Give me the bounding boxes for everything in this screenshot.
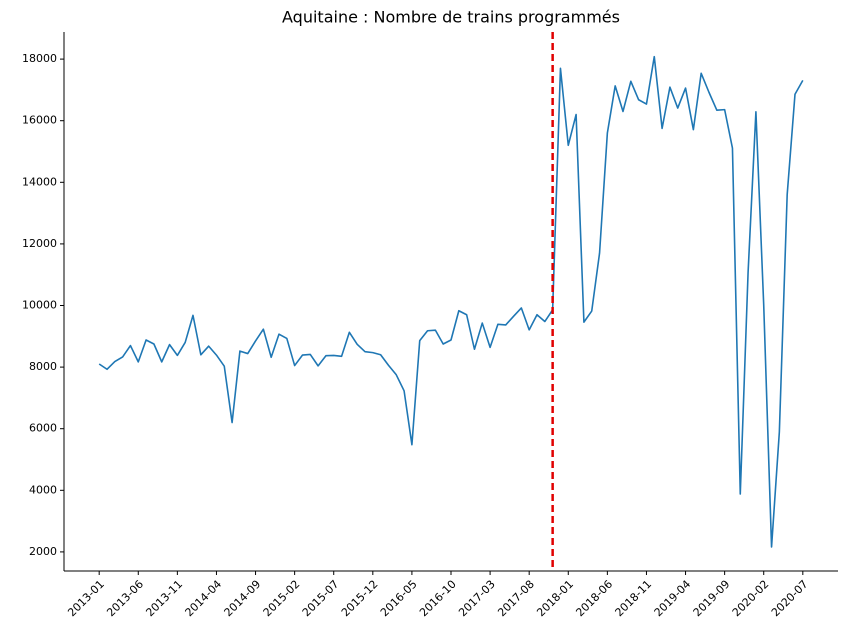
x-tick-label: 2013-11 [143, 578, 185, 620]
y-tick-label: 2000 [29, 545, 57, 558]
y-tick-label: 12000 [22, 237, 57, 250]
x-tick-label: 2015-02 [261, 578, 303, 620]
y-tick-label: 4000 [29, 483, 57, 496]
x-tick-label: 2018-01 [534, 578, 576, 620]
x-tick-label: 2017-03 [456, 578, 498, 620]
x-tick-label: 2013-06 [104, 578, 146, 620]
x-tick-label: 2018-11 [613, 578, 655, 620]
x-tick-label: 2013-01 [65, 578, 107, 620]
x-tick-label: 2020-02 [730, 578, 772, 620]
x-tick-label: 2018-06 [573, 578, 615, 620]
x-tick-label: 2020-07 [769, 578, 811, 620]
y-tick-label: 16000 [22, 114, 57, 127]
data-line [98, 55, 804, 548]
x-tick-label: 2014-09 [222, 578, 264, 620]
x-tick-label: 2016-10 [417, 578, 459, 620]
x-tick-label: 2016-05 [378, 578, 420, 620]
y-tick-label: 14000 [22, 175, 57, 188]
y-tick-label: 10000 [22, 299, 57, 312]
x-tick-label: 2014-04 [183, 578, 225, 620]
y-tick-label: 8000 [29, 360, 57, 373]
chart-title: Aquitaine : Nombre de trains programmés [282, 8, 620, 27]
x-tick-label: 2017-08 [495, 578, 537, 620]
x-tick-label: 2015-12 [339, 578, 381, 620]
y-tick-label: 18000 [22, 52, 57, 65]
x-tick-label: 2019-09 [691, 578, 733, 620]
y-tick-label: 6000 [29, 422, 57, 435]
x-tick-label: 2015-07 [300, 578, 342, 620]
x-tick-label: 2019-04 [652, 578, 694, 620]
